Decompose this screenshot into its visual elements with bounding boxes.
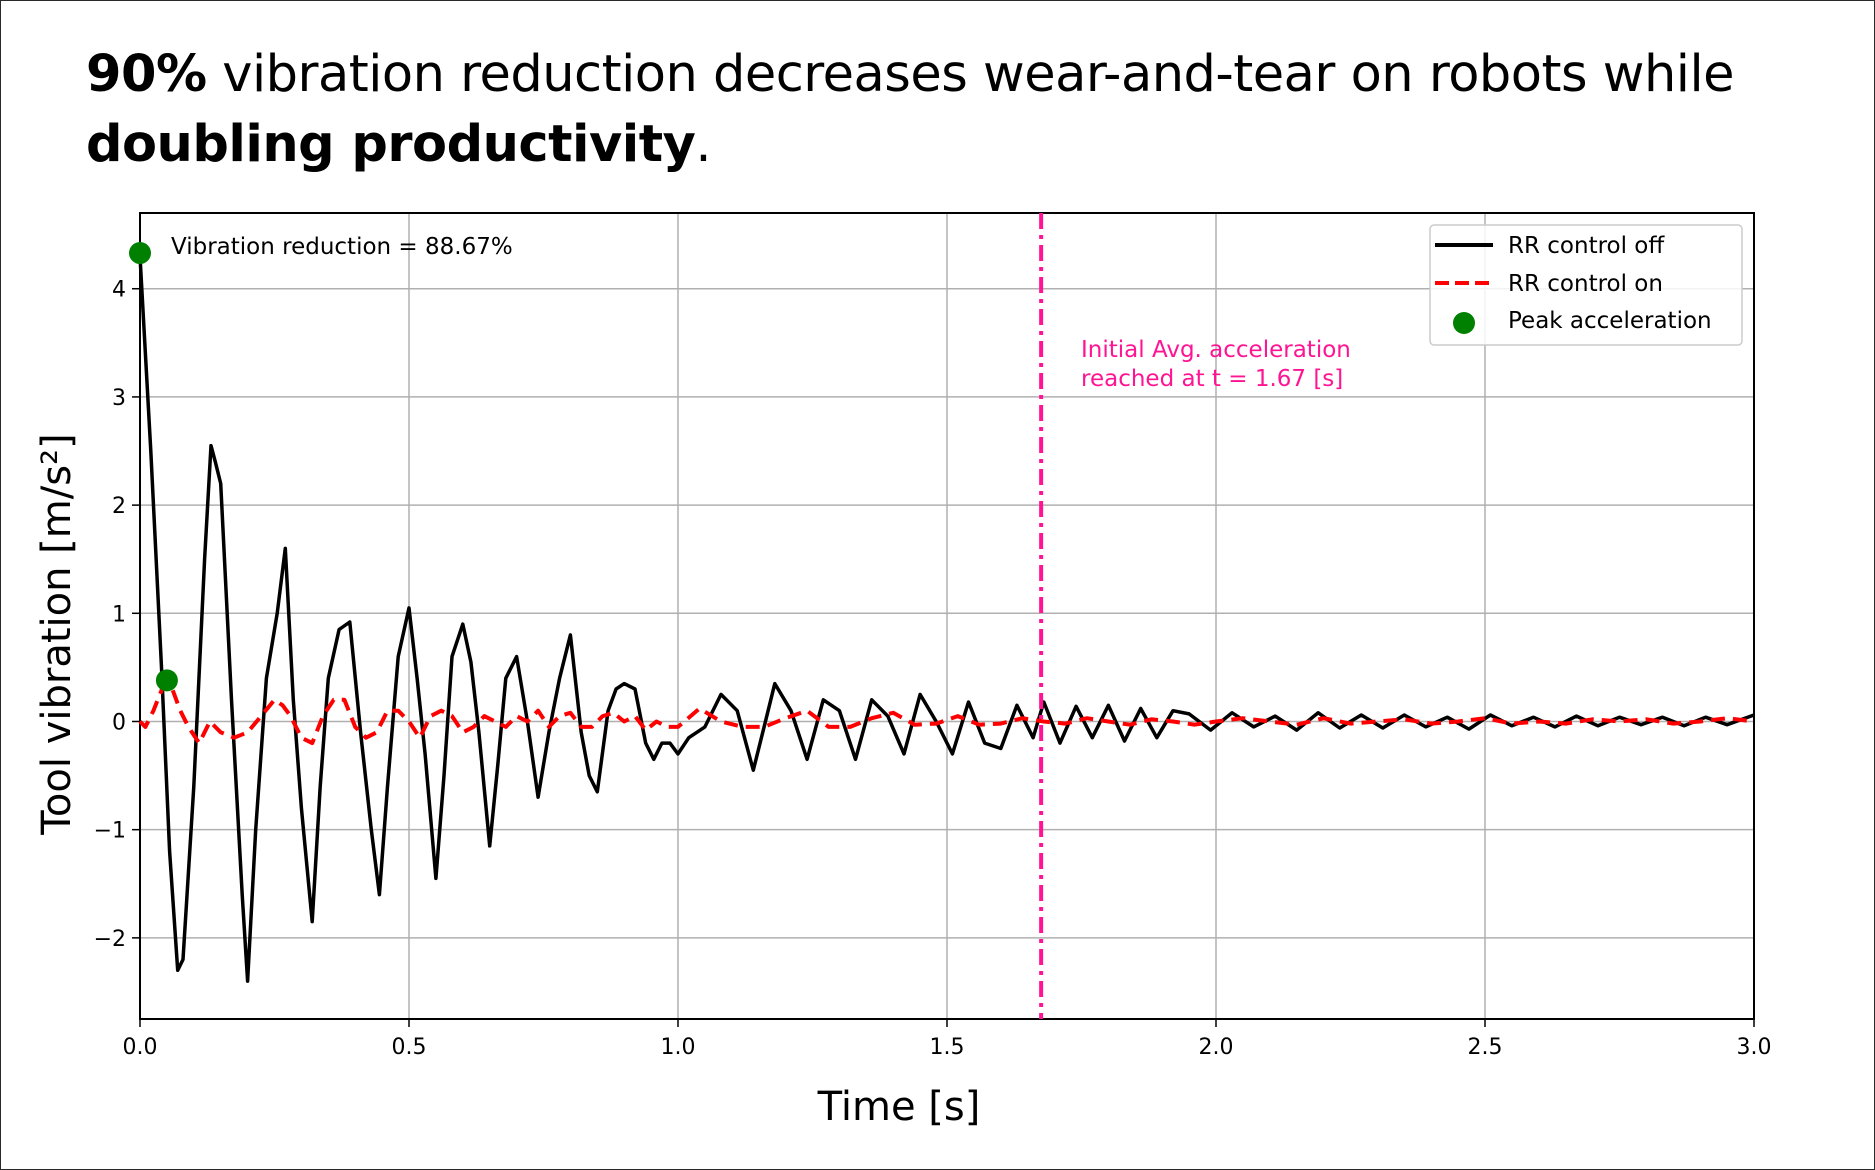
y-tick-label: 1: [112, 602, 126, 627]
y-tick-label: 2: [112, 494, 126, 519]
x-tick-label: 1.0: [661, 1035, 696, 1060]
x-tick-label: 2.0: [1199, 1035, 1234, 1060]
x-tick-label: 1.5: [930, 1035, 965, 1060]
axis-layer: 0.0 0.5 1.0 1.5 2.0 2.5 3.0 −2 −1 0 1 2 3 4: [94, 212, 1772, 1060]
y-tick-label: 3: [112, 386, 126, 411]
legend-box: [1429, 224, 1743, 346]
x-tick-label: 3.0: [1737, 1035, 1772, 1060]
series-rr-control-on: [138, 681, 1755, 746]
headline-middle: vibration reduction decreases wear-and-t…: [206, 45, 1734, 104]
y-tick-label: −1: [94, 819, 126, 844]
threshold-annotation-line1: Initial Avg. acceleration: [1081, 337, 1351, 363]
y-tick-label: −2: [94, 927, 126, 952]
headline-strong-tail: doubling productivity: [86, 115, 696, 174]
x-tick-label: 2.5: [1468, 1035, 1503, 1060]
legend-on-label: RR control on: [1508, 271, 1663, 297]
y-tick-label: 4: [112, 278, 126, 303]
threshold-annotation-line2: reached at t = 1.67 [s]: [1081, 366, 1343, 392]
legend-off-label: RR control off: [1508, 233, 1665, 259]
peak-marker: [129, 242, 151, 265]
y-axis-label: Tool vibration [m/s²]: [34, 433, 80, 835]
x-tick-label: 0.0: [123, 1035, 158, 1060]
peak-marker: [155, 669, 178, 692]
y-tick-label: 0: [112, 710, 126, 735]
headline: 90% vibration reduction decreases wear-a…: [86, 40, 1806, 180]
legend: RR control off RR control on Peak accele…: [1429, 224, 1743, 346]
legend-peak-marker: [1453, 312, 1475, 334]
headline-strong-lead: 90%: [86, 45, 207, 104]
x-tick-label: 0.5: [392, 1035, 427, 1060]
headline-end: .: [695, 115, 712, 174]
plot-frame: [139, 212, 1755, 1020]
annotation-layer: Vibration reduction = 88.67% Initial Avg…: [171, 234, 1351, 392]
reduction-annotation: Vibration reduction = 88.67%: [171, 234, 513, 260]
x-axis-label: Time [s]: [817, 1084, 981, 1130]
legend-peak-label: Peak acceleration: [1508, 308, 1712, 334]
series-layer: [129, 213, 1755, 1019]
